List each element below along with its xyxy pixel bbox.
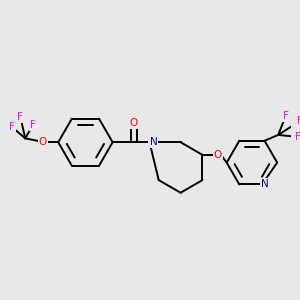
Text: N: N [149,137,157,147]
Text: F: F [295,132,300,142]
Text: O: O [39,137,47,147]
Text: F: F [283,110,289,121]
Text: F: F [30,120,36,130]
Text: O: O [214,150,222,160]
Text: N: N [261,179,268,190]
Text: O: O [130,118,138,128]
Text: F: F [9,122,15,132]
Text: F: F [17,112,23,122]
Text: F: F [297,116,300,126]
